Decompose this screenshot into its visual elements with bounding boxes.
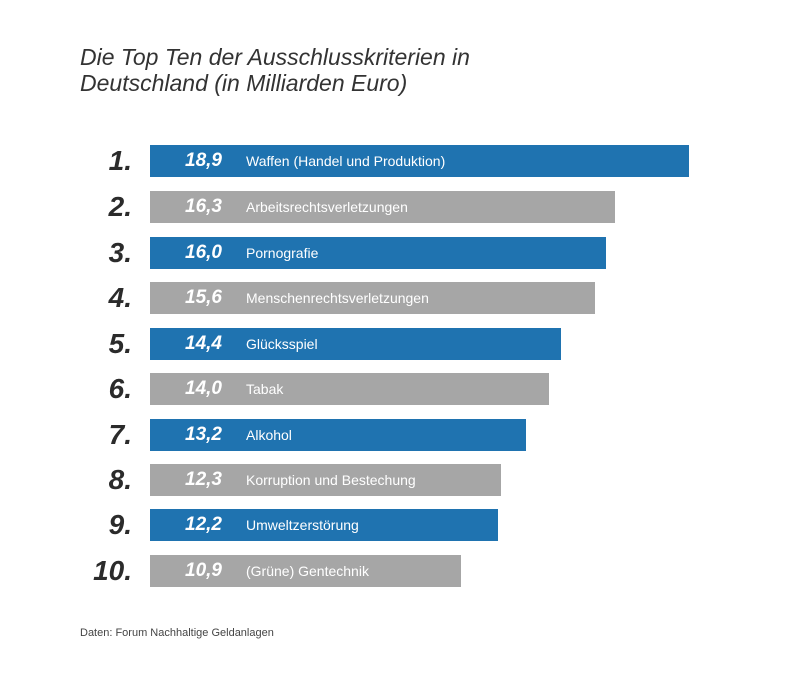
bar-row: 8. 12,3 Korruption und Bestechung [0, 464, 800, 496]
bar [150, 328, 561, 360]
rank-label: 10. [93, 555, 132, 586]
rank-label: 2. [108, 191, 132, 222]
bar-row: 9. 12,2 Umweltzerstörung [0, 509, 800, 541]
bar-row: 1. 18,9 Waffen (Handel und Produktion) [0, 145, 800, 177]
source-note: Daten: Forum Nachhaltige Geldanlagen [80, 627, 274, 639]
bar [150, 373, 550, 405]
value-label: 14,0 [185, 378, 222, 399]
value-label: 12,2 [185, 514, 222, 535]
category-label: Tabak [246, 381, 284, 397]
bar [150, 464, 501, 496]
category-label: Pornografie [246, 245, 319, 261]
bar [150, 191, 615, 223]
bar-row: 10. 10,9 (Grüne) Gentechnik [0, 555, 800, 587]
title-line-2: Deutschland (in Milliarden Euro) [80, 70, 408, 96]
value-label: 10,9 [185, 560, 222, 581]
bar [150, 419, 527, 451]
category-label: Arbeitsrechtsverletzungen [246, 199, 408, 215]
bar-row: 2. 16,3 Arbeitsrechtsverletzungen [0, 191, 800, 223]
bar [150, 509, 498, 541]
value-label: 13,2 [185, 424, 222, 445]
rank-label: 5. [108, 328, 132, 359]
bar-row: 4. 15,6 Menschenrechtsverletzungen [0, 282, 800, 314]
category-label: Alkohol [246, 427, 292, 443]
bar-row: 3. 16,0 Pornografie [0, 237, 800, 269]
value-label: 14,4 [185, 333, 222, 354]
value-label: 12,3 [185, 469, 222, 490]
value-label: 15,6 [185, 287, 222, 308]
category-label: (Grüne) Gentechnik [246, 563, 369, 579]
rank-label: 9. [108, 509, 132, 540]
category-label: Waffen (Handel und Produktion) [246, 153, 446, 169]
rank-label: 1. [108, 145, 132, 176]
value-label: 16,3 [185, 196, 222, 217]
bar-row: 6. 14,0 Tabak [0, 373, 800, 405]
rank-label: 3. [108, 237, 132, 268]
value-label: 18,9 [185, 150, 222, 171]
bar [150, 282, 595, 314]
category-label: Korruption und Bestechung [246, 472, 416, 488]
rank-label: 4. [108, 282, 132, 313]
rank-label: 7. [108, 419, 132, 450]
category-label: Glücksspiel [246, 336, 318, 352]
bar [150, 237, 607, 269]
rank-label: 6. [108, 373, 132, 404]
value-label: 16,0 [185, 242, 222, 263]
bar [150, 555, 461, 587]
category-label: Menschenrechtsverletzungen [246, 290, 429, 306]
category-label: Umweltzerstörung [246, 517, 359, 533]
bar-row: 7. 13,2 Alkohol [0, 419, 800, 451]
bar [150, 145, 689, 177]
bar-row: 5. 14,4 Glücksspiel [0, 328, 800, 360]
rank-label: 8. [108, 464, 132, 495]
chart-title: Die Top Ten der Ausschlusskriterien in D… [80, 44, 470, 96]
title-line-1: Die Top Ten der Ausschlusskriterien in [80, 44, 470, 70]
